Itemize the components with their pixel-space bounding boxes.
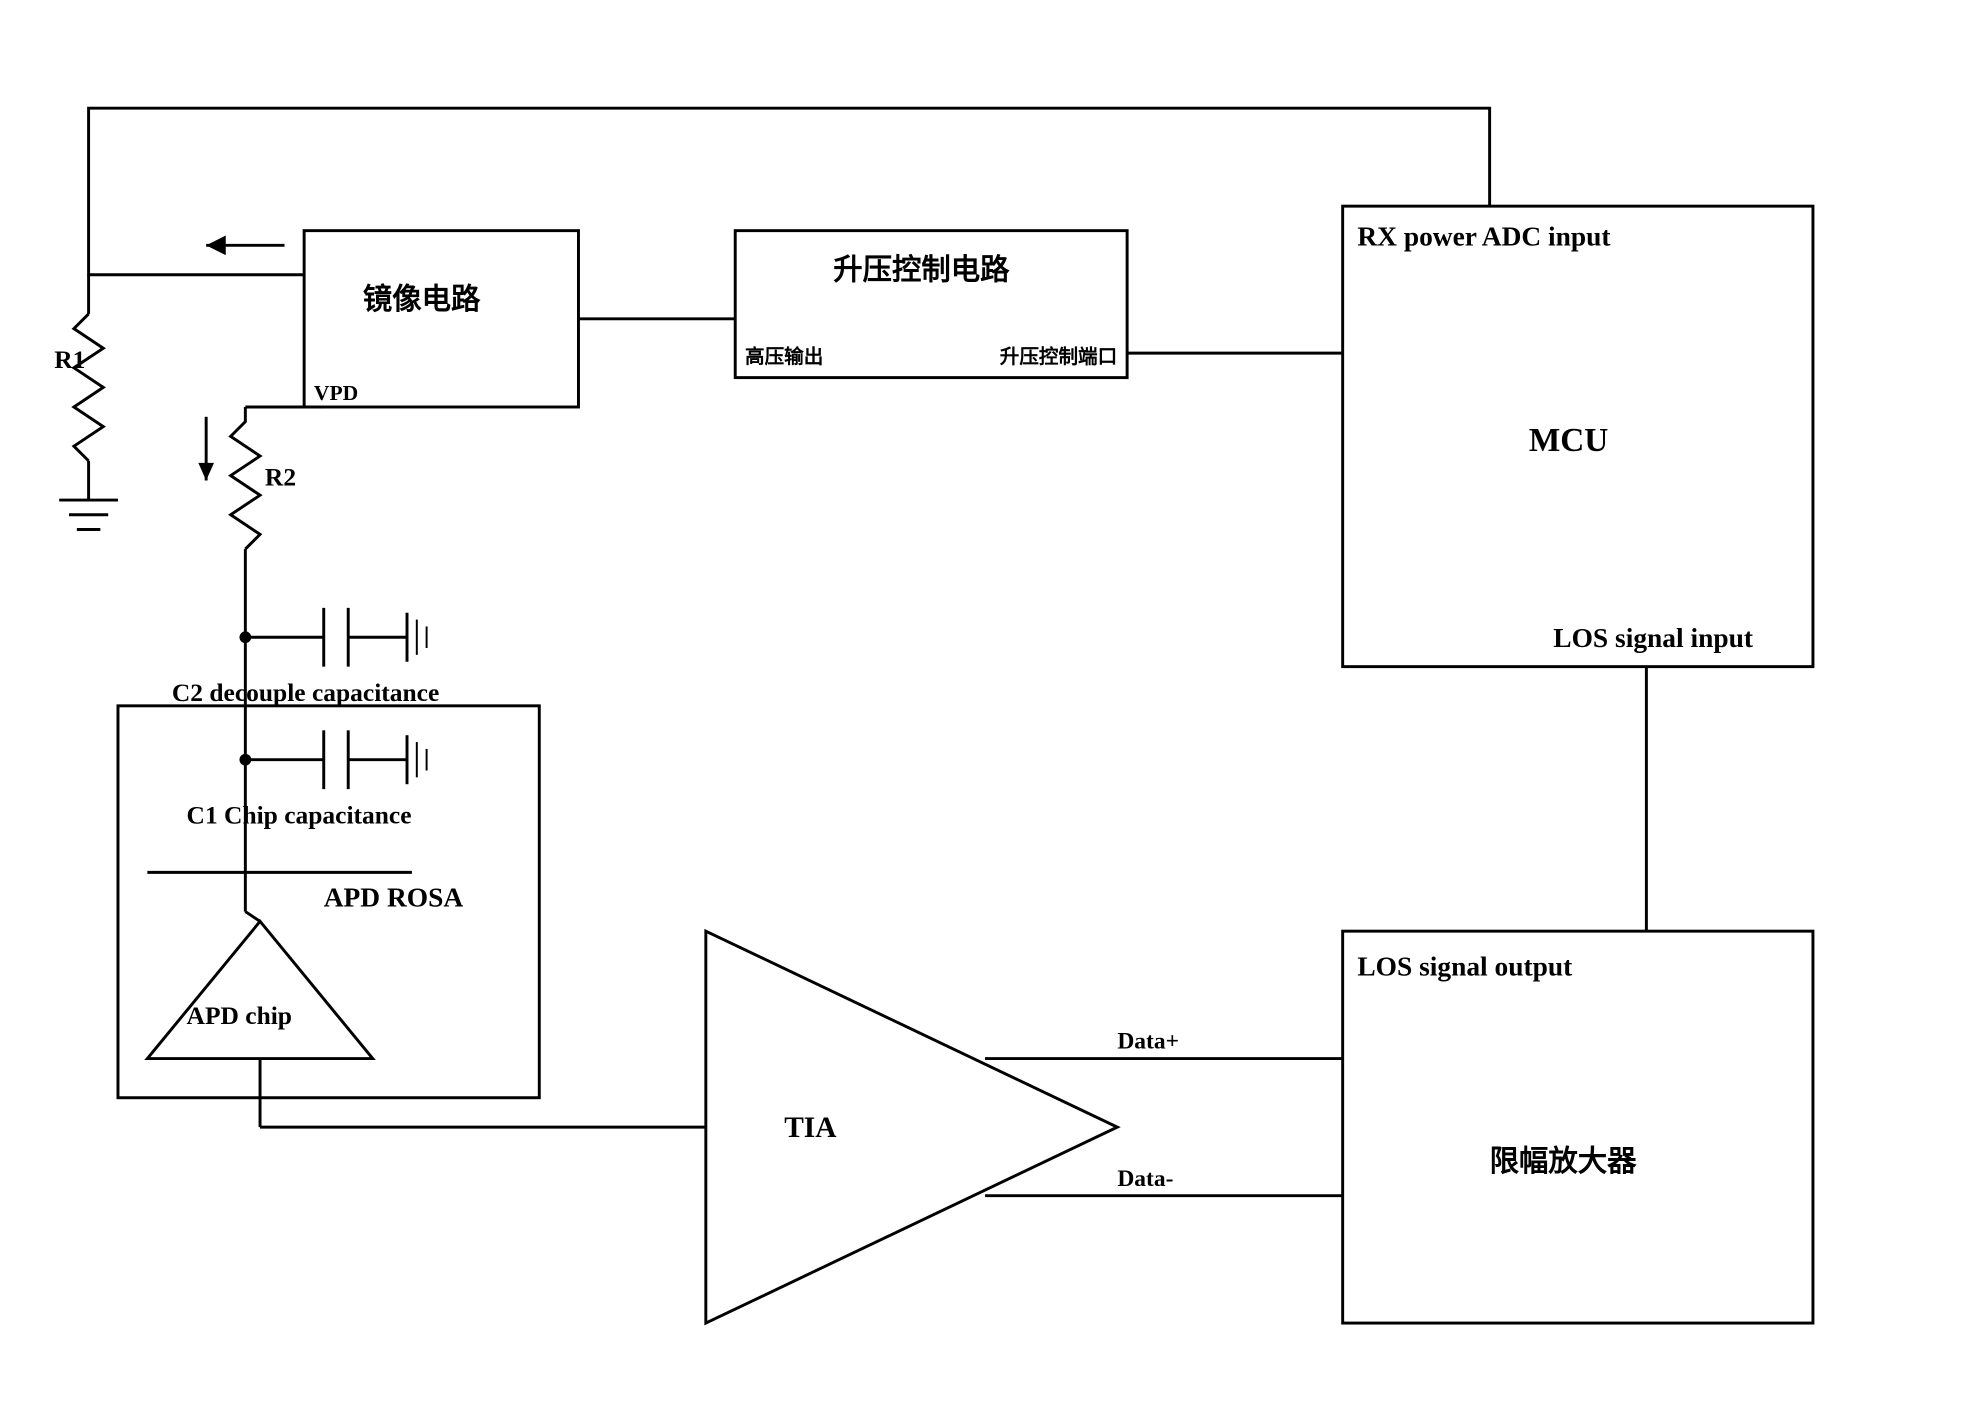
data-plus-label: Data+ — [1117, 1029, 1179, 1055]
apd-chip-label: APD chip — [187, 1001, 292, 1030]
mirror-label: 镜像电路 — [363, 282, 481, 316]
mcu-top-pin: RX power ADC input — [1357, 221, 1611, 251]
boost-pin-right: 升压控制端口 — [1000, 345, 1117, 368]
mirror-vpd-label: VPD — [314, 381, 358, 405]
tia-triangle — [706, 931, 1117, 1323]
apd-chip-triangle — [147, 921, 372, 1058]
data-minus-label: Data- — [1117, 1166, 1173, 1192]
apd-rosa-label: APD ROSA — [324, 883, 464, 913]
circuit-diagram: R1 镜像电路 VPD 升压控制电路 高压输出 升压控制端口 RX power … — [20, 20, 1956, 1397]
mcu-title: MCU — [1529, 422, 1609, 459]
boost-pin-left: 高压输出 — [745, 345, 823, 368]
limiter-title: 限幅放大器 — [1490, 1145, 1638, 1178]
limiter-block — [1343, 931, 1813, 1323]
mcu-bottom-pin: LOS signal input — [1553, 623, 1754, 653]
limiter-top-pin: LOS signal output — [1357, 951, 1573, 981]
wire-mirror-to-mcu-adc — [89, 108, 1490, 275]
tia-label: TIA — [784, 1112, 836, 1144]
r1-label: R1 — [54, 345, 85, 374]
apd-top-stub — [245, 912, 260, 922]
boost-title: 升压控制电路 — [833, 254, 1010, 287]
arrow-head-left — [206, 236, 226, 256]
c2-label: C2 decouple capacitance — [172, 678, 439, 707]
r1-resistor — [74, 314, 103, 461]
r2-arrow-head — [198, 463, 214, 481]
r2-resistor — [231, 407, 260, 549]
c1-label: C1 Chip capacitance — [187, 800, 412, 829]
r2-label: R2 — [265, 462, 296, 491]
